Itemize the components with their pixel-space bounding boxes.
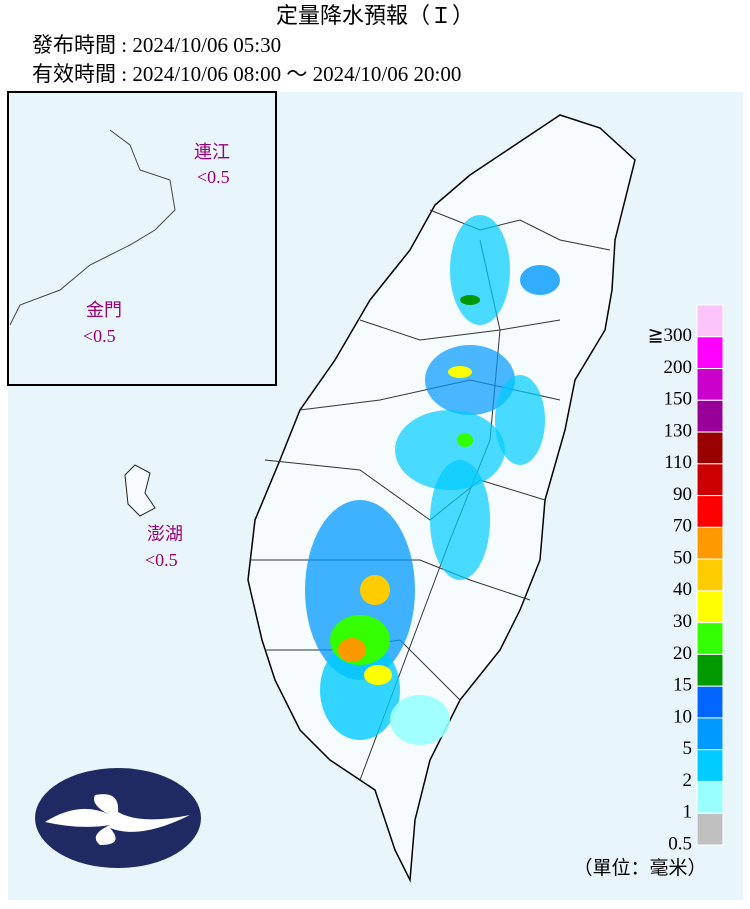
- penghu: [124, 464, 156, 517]
- legend-swatch: [696, 717, 724, 751]
- legend-swatch: [696, 463, 724, 497]
- logo-mark: [45, 794, 190, 845]
- legend-swatch: [696, 780, 724, 814]
- legend-swatch: [696, 685, 724, 719]
- valid-time: 有效時間 : 2024/10/06 08:00 ～ 2024/10/06 20:…: [32, 62, 461, 86]
- legend: ≧300 200 150 130 110 90 70 50 40 30 20 15 10 5 2 1 0.5: [648, 304, 724, 854]
- inset-box: [7, 91, 277, 386]
- legend-label: 110: [664, 452, 692, 473]
- island-name: 金門: [86, 300, 122, 320]
- legend-swatch: [696, 812, 724, 846]
- legend-swatch: [696, 526, 724, 560]
- legend-swatch: [696, 558, 724, 592]
- legend-label: 90: [673, 484, 692, 505]
- legend-label: 70: [673, 516, 692, 537]
- legend-label: 30: [673, 611, 692, 632]
- inset-coast: [9, 129, 176, 326]
- legend-label: 20: [673, 643, 692, 664]
- legend-label: 1: [683, 802, 693, 823]
- title: 定量降水預報（Ｉ）: [276, 3, 474, 28]
- island-amount: <0.5: [83, 326, 116, 346]
- legend-label: 15: [673, 675, 692, 696]
- island-amount: <0.5: [197, 167, 230, 187]
- legend-swatch: [696, 495, 724, 528]
- unit: （單位：毫米）: [573, 857, 706, 879]
- legend-label: 2: [683, 770, 693, 791]
- legend-label: 5: [683, 738, 693, 759]
- issued-time: 發布時間 : 2024/10/06 05:30: [32, 33, 281, 57]
- legend-swatch: [696, 431, 724, 465]
- legend-label: 0.5: [668, 833, 692, 854]
- legend-label: 50: [673, 547, 692, 568]
- legend-label: 10: [673, 706, 692, 727]
- island-amount: <0.5: [145, 550, 178, 570]
- legend-swatch: [696, 304, 724, 338]
- legend-label: 150: [664, 389, 693, 410]
- island-name: 澎湖: [147, 524, 183, 544]
- legend-swatch: [696, 368, 724, 401]
- legend-swatch: [696, 749, 724, 782]
- rainfall: [305, 215, 560, 745]
- island-name: 連江: [194, 142, 230, 162]
- legend-swatch: [696, 590, 724, 624]
- legend-label: ≧300: [648, 325, 692, 346]
- legend-swatch: [696, 622, 724, 655]
- legend-label: 40: [673, 579, 692, 600]
- legend-swatch: [696, 399, 724, 433]
- legend-label: 200: [664, 357, 693, 378]
- legend-swatch: [696, 653, 724, 687]
- legend-swatch: [696, 336, 724, 370]
- legend-label: 130: [664, 420, 693, 441]
